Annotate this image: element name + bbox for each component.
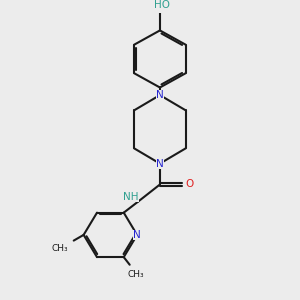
Text: HO: HO [154,0,170,10]
Text: N: N [156,90,164,100]
Text: N: N [156,159,164,169]
Text: O: O [185,179,194,190]
Text: CH₃: CH₃ [52,244,68,253]
Text: CH₃: CH₃ [127,270,144,279]
Text: N: N [133,230,141,240]
Text: NH: NH [123,192,139,202]
